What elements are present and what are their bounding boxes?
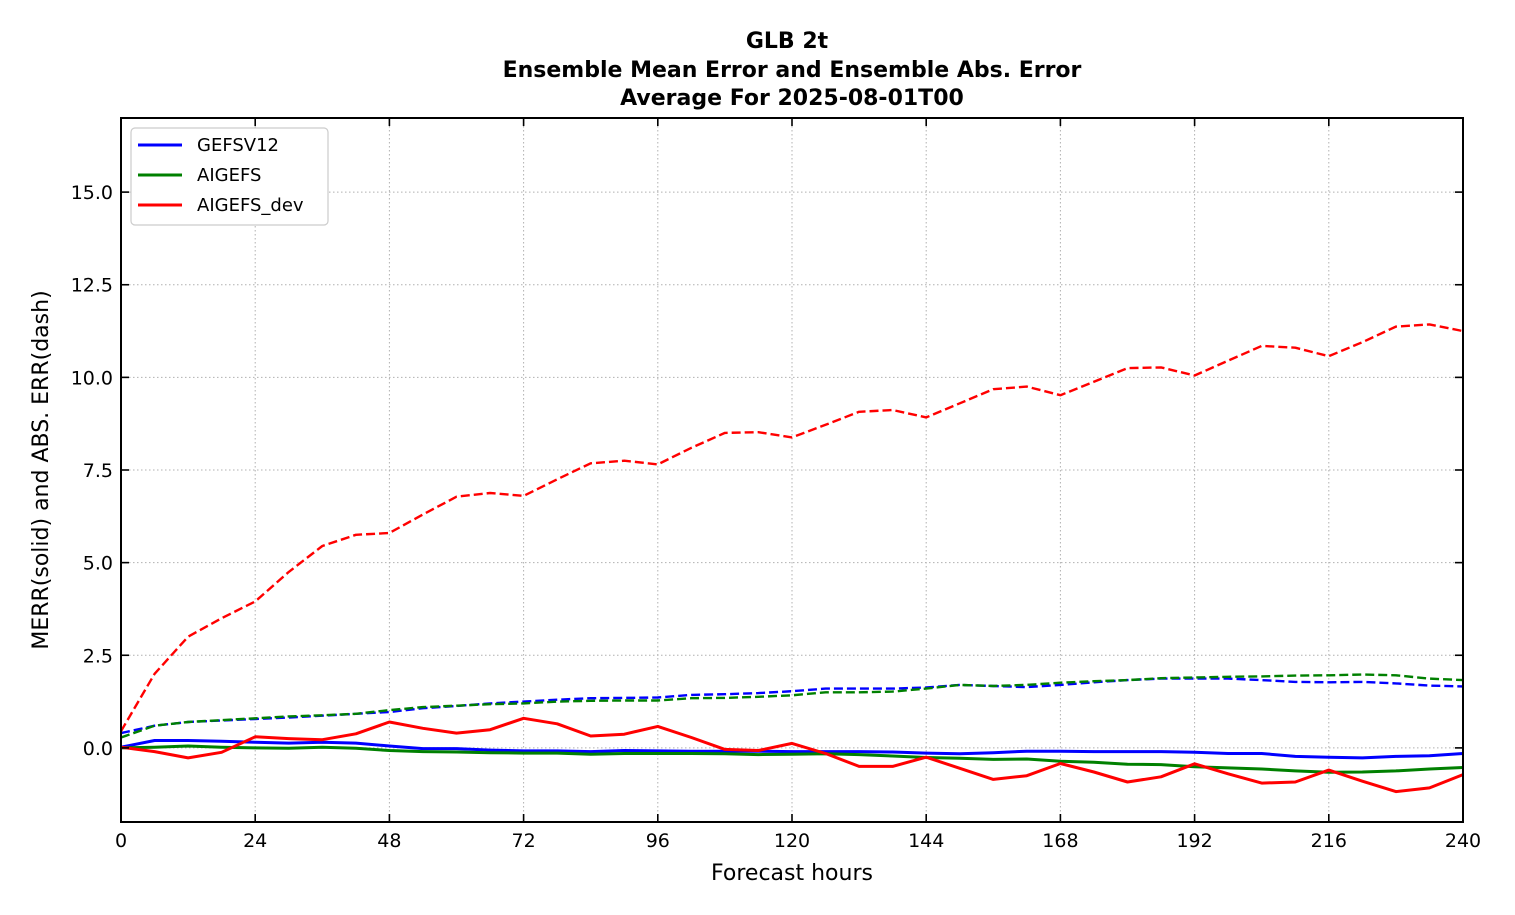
x-axis-label: Forecast hours: [711, 861, 873, 886]
x-tick-label: 0: [115, 830, 127, 852]
x-tick-label: 96: [646, 830, 670, 852]
series-merr-line-aigefs: [120, 744, 1464, 774]
y-tick-label: 10.0: [71, 367, 113, 389]
chart-title-line-1: GLB 2t: [746, 29, 829, 54]
y-tick-label: 5.0: [83, 553, 113, 575]
y-tick-label: 12.5: [71, 275, 113, 297]
x-tick-label: 240: [1445, 830, 1481, 852]
series-merr-line-aigefs-dev: [120, 716, 1464, 794]
series-lines: [119, 323, 1464, 794]
x-tick-label: 48: [377, 830, 401, 852]
x-tick-label: 144: [908, 830, 944, 852]
legend: GEFSV12 AIGEFS AIGEFS_dev: [130, 127, 329, 226]
chart-title-line-3: Average For 2025-08-01T00: [620, 86, 964, 111]
chart-title-line-2: Ensemble Mean Error and Ensemble Abs. Er…: [503, 58, 1082, 83]
y-tick-label: 15.0: [71, 182, 113, 204]
x-tick-label: 192: [1176, 830, 1212, 852]
series-abserr-line-aigefs: [120, 673, 1464, 739]
legend-label-aigefs-dev: AIGEFS_dev: [197, 195, 304, 216]
x-tick-label: 168: [1042, 830, 1078, 852]
x-tick-label: 120: [774, 830, 810, 852]
plot-frame: [120, 117, 1464, 823]
series-abserr-line-aigefs-dev: [119, 323, 1464, 732]
x-tick-label: 216: [1311, 830, 1347, 852]
y-tick-label: 0.0: [83, 738, 113, 760]
axis-ticks: 0 24 48 72 96 120 144 168 192 216 240 0.0 2.5 5.0 7.5 1…: [71, 118, 1481, 852]
series-merr-line-gefsv12: [120, 739, 1464, 760]
y-tick-label: 2.5: [83, 645, 113, 667]
legend-label-aigefs: AIGEFS: [197, 165, 261, 186]
y-axis-label: MERR(solid) and ABS. ERR(dash): [29, 290, 54, 649]
x-tick-label: 72: [512, 830, 536, 852]
y-tick-label: 7.5: [83, 460, 113, 482]
legend-box: [130, 127, 329, 226]
legend-label-gefsv12: GEFSV12: [197, 135, 279, 156]
x-tick-label: 24: [243, 830, 267, 852]
